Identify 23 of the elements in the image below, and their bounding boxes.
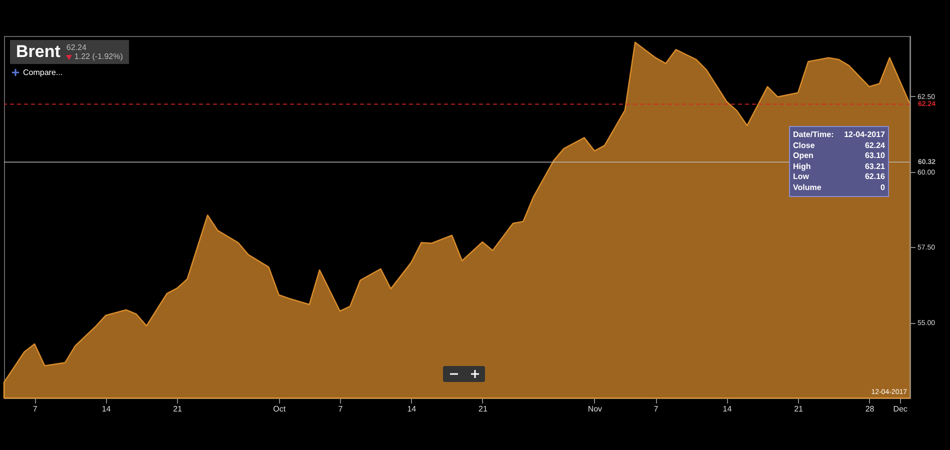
- text: Close 62.24: [793, 140, 885, 150]
- text: Open 63.10: [793, 151, 885, 160]
- annotation: Compare...: [23, 68, 63, 77]
- x-tick-label: 7: [338, 404, 344, 414]
- x-tick-label: 21: [478, 404, 488, 414]
- text: Volume 0: [793, 182, 885, 192]
- chart-title: Brent: [16, 42, 60, 62]
- x-tick-label: 28: [865, 404, 875, 414]
- text: Date/Time: 12-04-2017: [793, 130, 885, 139]
- x-tick-label: 21: [173, 404, 183, 414]
- x-tick-label: Dec: [893, 404, 908, 414]
- annotation: 62.24: [66, 43, 88, 52]
- text: High 63.21: [793, 162, 885, 170]
- x-tick-label: 14: [407, 404, 417, 414]
- annotation: 1.22 (-1.92%): [74, 52, 123, 61]
- x-tick-label: 7: [32, 404, 38, 414]
- x-tick-label: Oct: [273, 404, 286, 414]
- x-tick-label: 14: [102, 404, 112, 414]
- x-tick-label: 7: [654, 404, 659, 414]
- x-tick-label: 21: [794, 404, 804, 414]
- x-tick-label: 14: [722, 404, 732, 414]
- x-tick-label: Nov: [588, 404, 602, 414]
- text: Low 62.16: [793, 172, 885, 181]
